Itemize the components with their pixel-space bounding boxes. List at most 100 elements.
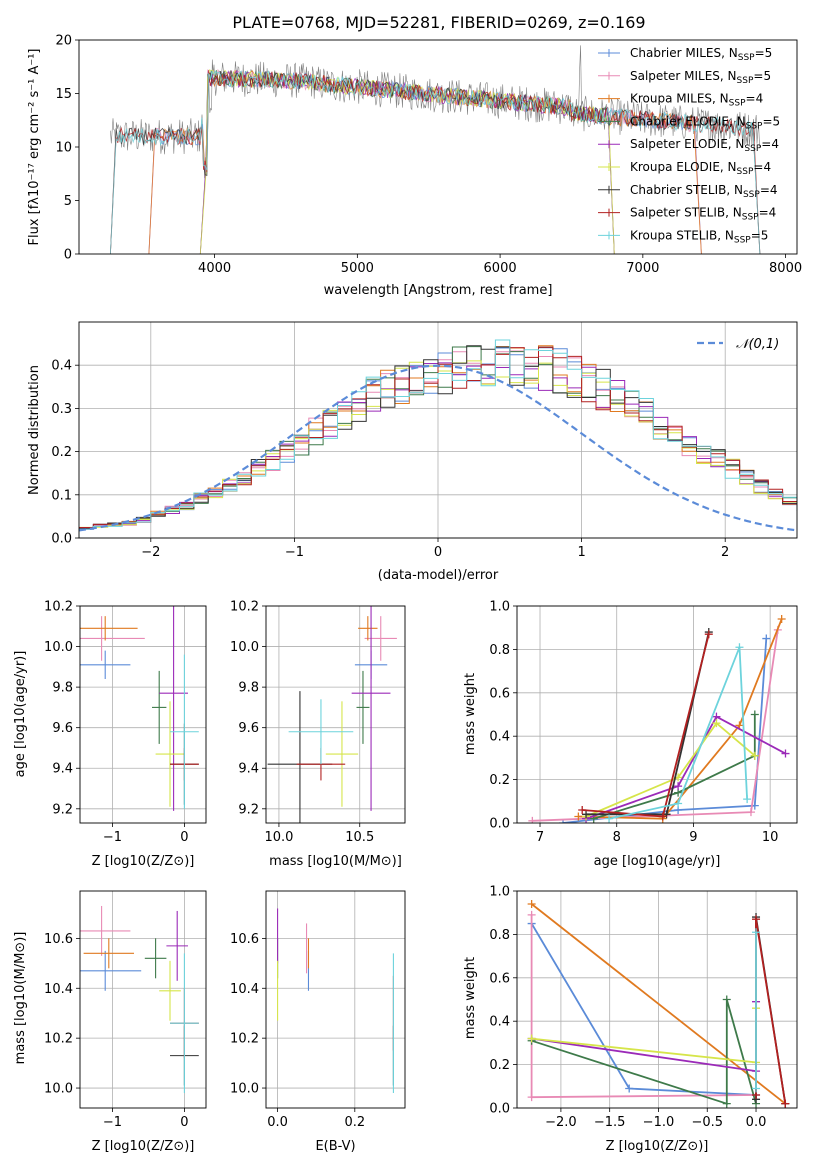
y-tick-label: 9.2 bbox=[52, 802, 73, 817]
mass-weight-line bbox=[593, 714, 756, 820]
mass-weight-marker bbox=[735, 643, 744, 652]
x-axis-label: mass [log10(M/M⊙)] bbox=[269, 854, 402, 869]
model-spectrum-line bbox=[110, 70, 761, 254]
y-tick-label: 9.6 bbox=[238, 721, 259, 736]
x-tick-label: 10.0 bbox=[264, 830, 293, 845]
y-tick-label: 10.4 bbox=[44, 982, 73, 997]
y-axis-label: Normed distribution bbox=[27, 365, 42, 495]
y-tick-label: 15 bbox=[55, 87, 72, 102]
y-tick-label: 0.0 bbox=[51, 532, 72, 547]
legend-label: Kroupa ELODIE, NSSP=4 bbox=[630, 160, 771, 177]
y-tick-label: 20 bbox=[55, 34, 72, 49]
y-tick-label: 0.3 bbox=[51, 402, 72, 417]
y-axis-label: mass weight bbox=[463, 673, 478, 755]
y-tick-label: 0.4 bbox=[489, 730, 510, 745]
y-tick-label: 0.1 bbox=[51, 488, 72, 503]
mass-weight-marker bbox=[762, 634, 771, 643]
y-tick-label: 1.0 bbox=[489, 885, 510, 900]
figure-title: PLATE=0768, MJD=52281, FIBERID=0269, z=0… bbox=[232, 13, 645, 32]
x-axis-label: E(B-V) bbox=[315, 1139, 355, 1154]
y-axis-label: mass weight bbox=[463, 957, 478, 1039]
legend-label: Chabrier STELIB, NSSP=4 bbox=[630, 183, 778, 200]
axes-frame bbox=[516, 890, 798, 1109]
mass-weight-marker bbox=[574, 812, 583, 821]
y-tick-label: 10.6 bbox=[230, 932, 259, 947]
y-tick-label: 9.4 bbox=[238, 762, 259, 777]
y-tick-label: 9.2 bbox=[238, 802, 259, 817]
mass-weight-marker bbox=[781, 1099, 790, 1108]
mass-weight-marker bbox=[750, 751, 759, 760]
mass-vs-metallicity-panel: −1 0 10.0 10.2 10.4 10.6 Z [log10(Z/Z⊙)] mass [… bbox=[13, 890, 207, 1154]
x-axis-label: age [log10(age/yr)] bbox=[594, 854, 721, 869]
x-tick-label: −1.0 bbox=[643, 1115, 675, 1130]
age-vs-metallicity-panel: −1 0 9.2 9.4 9.6 9.8 10.0 10.2 Z [log10(Z/Z⊙)] ag… bbox=[13, 600, 207, 869]
legend-label: Salpeter STELIB, NSSP=4 bbox=[630, 206, 776, 223]
axes-frame bbox=[78, 39, 798, 255]
x-tick-label: 8 bbox=[613, 830, 621, 845]
x-tick-label: 0 bbox=[180, 830, 188, 845]
mass-weight-marker bbox=[746, 808, 755, 817]
y-tick-label: 10.4 bbox=[230, 982, 259, 997]
normal-curve bbox=[79, 364, 797, 532]
mass-weight-marker bbox=[722, 995, 731, 1004]
x-tick-label: 10.5 bbox=[345, 830, 374, 845]
histogram-step bbox=[79, 362, 797, 538]
axes-frame bbox=[265, 605, 406, 824]
x-tick-label: −2.0 bbox=[545, 1115, 577, 1130]
plot-area bbox=[267, 606, 397, 823]
axes-frame bbox=[265, 890, 406, 1109]
y-tick-label: 10.2 bbox=[44, 1032, 73, 1047]
y-tick-label: 0.8 bbox=[489, 643, 510, 658]
y-tick-label: 9.8 bbox=[52, 681, 73, 696]
model-spectrum-line bbox=[110, 70, 761, 254]
legend-label: Chabrier ELODIE, NSSP=5 bbox=[630, 114, 780, 131]
mass-weight-marker bbox=[777, 615, 786, 624]
y-tick-label: 0.6 bbox=[489, 686, 510, 701]
y-tick-label: 0.4 bbox=[489, 1015, 510, 1030]
mass-weight-marker bbox=[750, 710, 759, 719]
mass-weight-line bbox=[530, 914, 757, 1099]
y-tick-label: 0.2 bbox=[489, 1058, 510, 1073]
axes-frame bbox=[79, 890, 207, 1109]
y-tick-label: 10.2 bbox=[44, 600, 73, 615]
x-tick-label: −1 bbox=[285, 545, 304, 560]
mass-weight-line bbox=[578, 618, 783, 820]
x-axis-label: Z [log10(Z/Z⊙)] bbox=[606, 1139, 709, 1154]
x-tick-label: 0 bbox=[434, 545, 442, 560]
x-tick-label: 0.0 bbox=[746, 1115, 767, 1130]
mass-weight-marker bbox=[578, 805, 587, 814]
y-tick-label: 10.0 bbox=[44, 1082, 73, 1097]
y-tick-label: 9.8 bbox=[238, 681, 259, 696]
mass-weight-marker bbox=[527, 910, 536, 919]
residual-histogram-panel: −2 −1 0 1 2 0.0 0.1 0.2 0.3 0.4 𝒩(0,1) (data-model)… bbox=[27, 321, 798, 583]
plot-area bbox=[79, 339, 797, 538]
histogram-step bbox=[79, 339, 797, 538]
x-tick-label: 4000 bbox=[198, 261, 231, 276]
y-tick-label: 10.0 bbox=[230, 640, 259, 655]
mass-weight-marker bbox=[528, 816, 537, 823]
x-tick-label: −1 bbox=[103, 830, 122, 845]
y-tick-label: 10.0 bbox=[230, 1082, 259, 1097]
mass-weight-marker bbox=[658, 812, 667, 821]
mass-weight-line bbox=[585, 721, 756, 818]
age-vs-mass-panel: 10.0 10.5 9.2 9.4 9.6 9.8 10.0 10.2 mass [log10(… bbox=[230, 600, 406, 869]
axes-frame bbox=[79, 605, 207, 824]
y-tick-label: 10.2 bbox=[230, 1032, 259, 1047]
x-tick-label: −2 bbox=[141, 545, 160, 560]
mass-weight-marker bbox=[752, 915, 761, 924]
mass-weight-line bbox=[531, 903, 786, 1105]
y-tick-label: 10 bbox=[55, 141, 72, 156]
axes-frame bbox=[78, 321, 798, 539]
y-tick-label: 9.4 bbox=[52, 762, 73, 777]
legend-label: Chabrier MILES, NSSP=5 bbox=[630, 46, 772, 63]
mass-weight-marker bbox=[752, 928, 761, 937]
y-axis-label: age [log10(age/yr)] bbox=[13, 651, 28, 778]
x-tick-label: 10 bbox=[762, 830, 779, 845]
x-axis-label: (data-model)/error bbox=[378, 568, 499, 583]
mass-weight-line bbox=[582, 633, 710, 818]
mass-weight-marker bbox=[781, 749, 790, 758]
spectrum-panel: 4000 5000 6000 7000 8000 0 5 10 15 20 Chabrier MIL… bbox=[27, 34, 802, 299]
plot-area bbox=[528, 615, 790, 823]
y-tick-label: 0.0 bbox=[489, 1102, 510, 1117]
